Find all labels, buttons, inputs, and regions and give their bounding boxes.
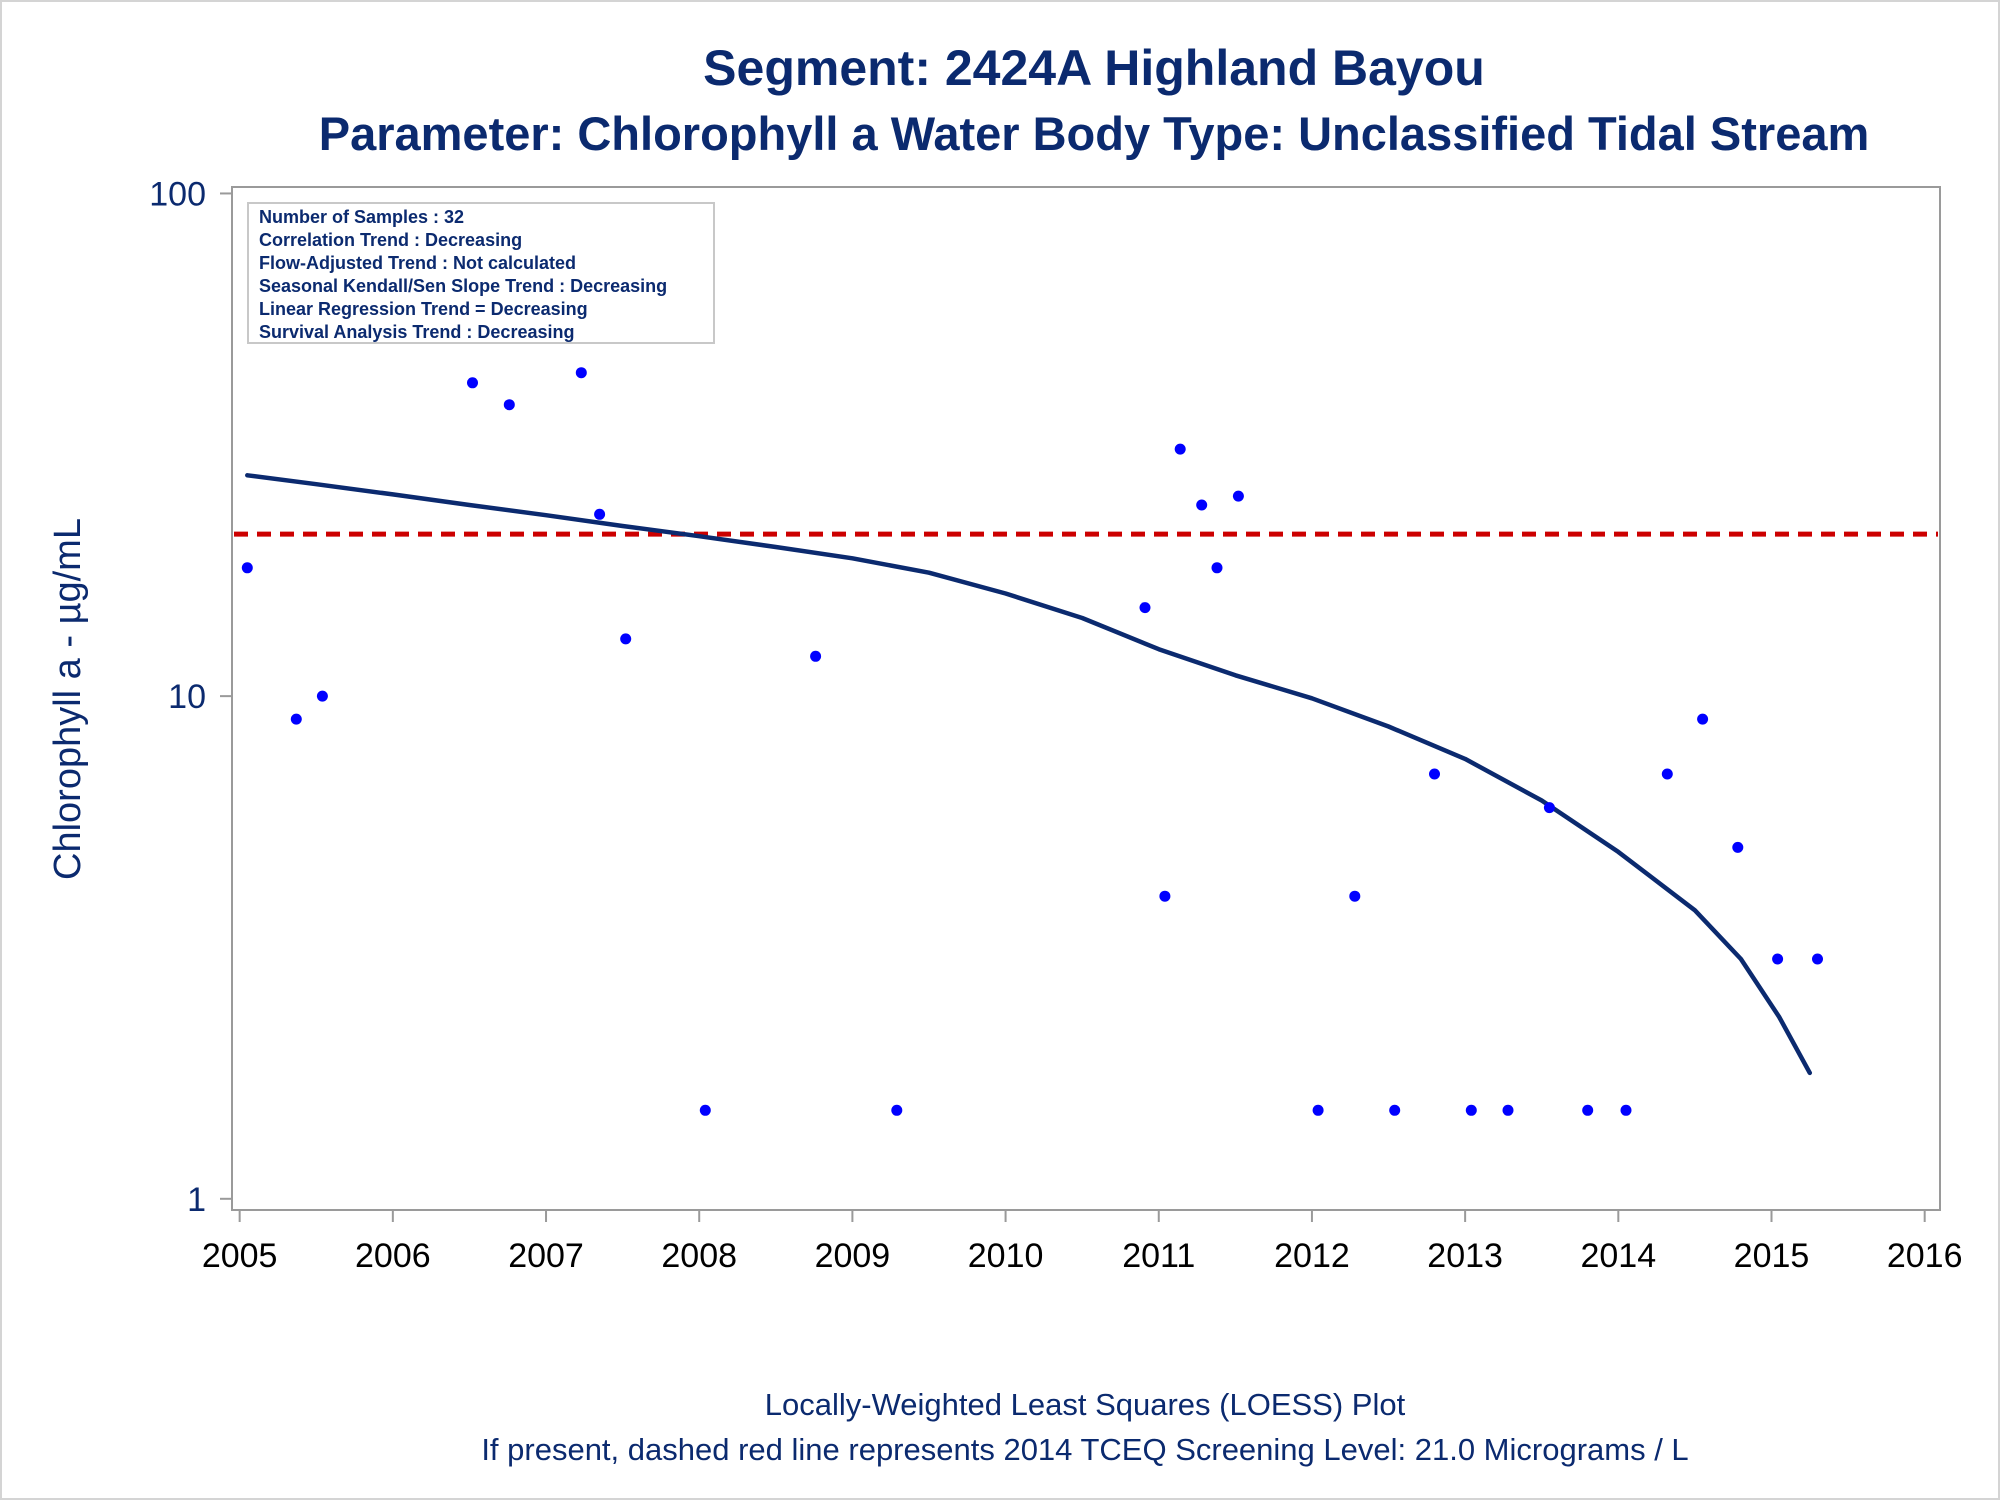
loess-layer — [245, 473, 1813, 1076]
data-point — [1732, 841, 1744, 853]
stats-line: Flow-Adjusted Trend : Not calculated — [259, 253, 576, 273]
data-point — [1661, 768, 1673, 780]
y-axis: 1 10 100 — [149, 175, 232, 1219]
x-axis: 2005 2006 2007 2008 2009 2010 2011 2012 2013 2014… — [202, 1210, 1963, 1275]
data-point — [575, 367, 587, 379]
data-point — [891, 1104, 903, 1116]
x-tick-label: 2011 — [1122, 1237, 1195, 1275]
chart-subtitle: Parameter: Chlorophyll a Water Body Type… — [319, 107, 1870, 160]
footnote-line-2: If present, dashed red line represents 2… — [481, 1432, 1688, 1467]
data-point — [1543, 802, 1555, 814]
y-tick-label: 100 — [149, 175, 206, 213]
data-point — [1312, 1104, 1324, 1116]
y-axis-label: Chlorophyll a - µg/mL — [47, 518, 89, 880]
data-point — [1159, 890, 1171, 902]
data-point — [1232, 490, 1244, 502]
x-tick-label: 2007 — [508, 1237, 584, 1275]
data-point — [1697, 713, 1709, 725]
x-tick-label: 2010 — [968, 1237, 1044, 1275]
data-point — [1429, 768, 1440, 780]
data-point — [1582, 1104, 1594, 1116]
stats-line: Linear Regression Trend = Decreasing — [259, 299, 588, 319]
x-tick-label: 2014 — [1580, 1237, 1656, 1275]
data-point — [594, 508, 606, 520]
data-point — [1502, 1104, 1514, 1116]
data-point — [1772, 953, 1784, 965]
points-layer — [241, 326, 1823, 1116]
x-tick-label: 2005 — [202, 1237, 278, 1275]
x-tick-label: 2013 — [1427, 1237, 1503, 1275]
stats-line: Number of Samples : 32 — [259, 207, 464, 227]
data-point — [290, 713, 302, 725]
footnote-line-1: Locally-Weighted Least Squares (LOESS) P… — [765, 1387, 1406, 1422]
data-point — [1196, 499, 1208, 511]
data-point — [810, 650, 822, 662]
plot-area — [231, 186, 1941, 1211]
data-point — [620, 633, 632, 645]
stats-box-frame — [247, 202, 715, 344]
stats-line: Seasonal Kendall/Sen Slope Trend : Decre… — [259, 276, 667, 296]
stats-box: Number of Samples : 32 Correlation Trend… — [247, 202, 715, 344]
y-tick-label: 1 — [187, 1181, 206, 1219]
chart-title: Segment: 2424A Highland Bayou — [703, 40, 1485, 96]
x-tick-label: 2012 — [1274, 1237, 1350, 1275]
data-point — [1465, 1104, 1477, 1116]
data-point — [241, 562, 253, 574]
data-point — [1174, 443, 1186, 455]
data-point — [1620, 1104, 1632, 1116]
x-tick-label: 2016 — [1887, 1237, 1963, 1275]
data-point — [316, 690, 328, 702]
y-tick-label: 10 — [168, 678, 206, 716]
data-point — [1139, 602, 1151, 614]
stats-line: Correlation Trend : Decreasing — [259, 230, 522, 250]
data-point — [503, 399, 515, 411]
data-point — [1812, 953, 1823, 965]
data-point — [699, 1104, 711, 1116]
data-point — [1389, 1104, 1401, 1116]
x-tick-label: 2009 — [815, 1237, 891, 1275]
loess-curve — [245, 473, 1813, 1076]
stats-line: Survival Analysis Trend : Decreasing — [259, 322, 574, 342]
x-tick-label: 2006 — [355, 1237, 431, 1275]
data-point — [1211, 562, 1223, 574]
x-tick-label: 2008 — [661, 1237, 737, 1275]
x-tick-label: 2015 — [1734, 1237, 1810, 1275]
data-point — [1349, 890, 1361, 902]
data-point — [467, 377, 478, 389]
